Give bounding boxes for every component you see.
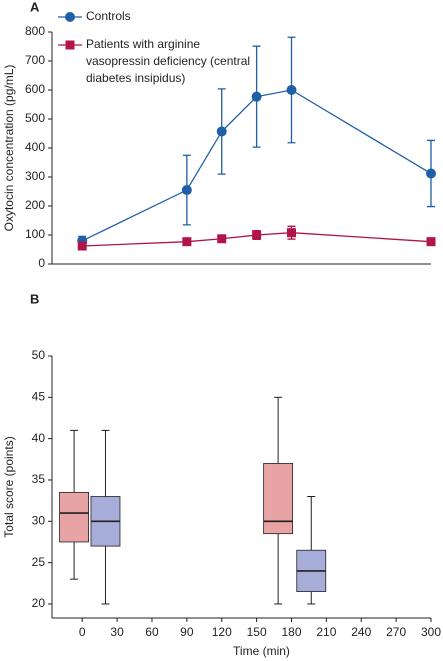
y-tick-label: 300 <box>25 169 45 183</box>
y-tick-label: 100 <box>25 227 45 241</box>
y-tick-label: 25 <box>32 555 46 569</box>
marker <box>77 241 87 251</box>
marker <box>426 168 436 179</box>
y-tick-label: 0 <box>38 256 45 270</box>
panel-label: A <box>30 0 40 14</box>
x-tick-label: 90 <box>180 625 194 639</box>
y-tick-label: 700 <box>25 53 45 67</box>
series-line <box>82 232 432 247</box>
y-tick-label: 50 <box>32 348 46 362</box>
y-axis-label: Oxytocin concentration (pg/mL) <box>2 65 16 232</box>
y-axis-label: Total score (points) <box>2 436 16 537</box>
y-tick-label: 400 <box>25 140 45 154</box>
x-tick-label: 300 <box>421 625 441 639</box>
x-tick-label: 270 <box>386 625 406 639</box>
marker <box>252 230 262 240</box>
marker <box>251 91 262 102</box>
y-tick-label: 20 <box>32 596 46 610</box>
y-tick-label: 200 <box>25 198 45 212</box>
y-tick-label: 45 <box>32 389 46 403</box>
y-tick-label: 30 <box>32 513 46 527</box>
panel-label: B <box>30 291 39 306</box>
marker <box>426 237 436 247</box>
y-tick-label: 35 <box>32 472 46 486</box>
marker <box>182 237 192 247</box>
marker <box>217 234 227 244</box>
marker <box>216 126 227 137</box>
box <box>263 463 294 535</box>
x-tick-label: 120 <box>212 625 232 639</box>
y-tick-label: 500 <box>25 111 45 125</box>
x-tick-label: 60 <box>145 625 159 639</box>
y-tick-label: 600 <box>25 82 45 96</box>
x-tick-label: 240 <box>351 625 371 639</box>
x-tick-label: 30 <box>110 625 124 639</box>
x-tick-label: 210 <box>316 625 336 639</box>
legend-label: Controls <box>86 9 131 23</box>
legend-label: Patients with arginine vasopressin defic… <box>86 37 251 85</box>
x-tick-label: 150 <box>247 625 267 639</box>
x-axis-label: Time (min) <box>233 644 290 658</box>
box <box>59 491 89 543</box>
y-tick-label: 40 <box>32 431 46 445</box>
marker <box>181 185 192 196</box>
y-tick-label: 800 <box>25 24 45 38</box>
marker <box>286 85 297 95</box>
x-tick-label: 0 <box>79 625 86 639</box>
marker <box>286 228 296 238</box>
series-line <box>81 89 432 242</box>
x-tick-label: 180 <box>281 625 301 639</box>
